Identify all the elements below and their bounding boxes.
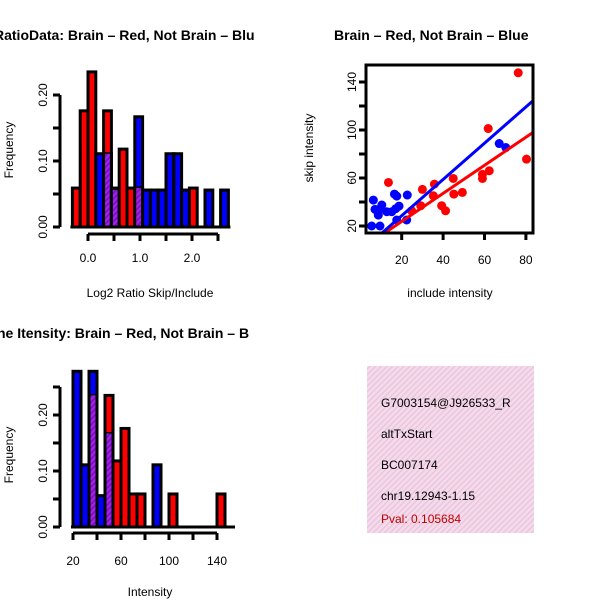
info-line-id: G7003154@J926533_R: [381, 396, 511, 410]
y-tick-label: 140: [345, 72, 359, 92]
blue-point: [392, 191, 402, 201]
x-tick-label: 2.0: [184, 251, 201, 265]
info-line-location: chr19.12943-1.15: [381, 489, 475, 503]
hist1-xlabel: Log2 Ratio Skip/Include: [87, 286, 214, 300]
blue-point: [373, 210, 383, 220]
x-tick-label: 60: [114, 554, 128, 568]
overlap-bar: [106, 433, 112, 526]
scatter-xlabel: include intensity: [407, 286, 492, 300]
overlap-bar: [105, 153, 110, 226]
scatter-plot-area: [367, 68, 533, 233]
red-point: [484, 166, 494, 176]
red-point: [417, 184, 427, 194]
info-line-accession: BC007174: [381, 458, 438, 472]
red-fit-line: [384, 130, 533, 233]
hist1-title: RatioData: Brain – Red, Not Brain – Blu: [0, 27, 255, 43]
y-tick-label: 100: [345, 120, 359, 140]
x-tick-label: 0.0: [80, 251, 97, 265]
overlap-bar: [90, 395, 96, 526]
red-point: [522, 154, 532, 164]
hist1-ylabel: Frequency: [2, 122, 16, 179]
info-box: [367, 366, 534, 533]
red-point: [449, 189, 459, 199]
red-bar: [135, 492, 147, 529]
red-point: [457, 187, 467, 197]
x-tick-label: 1.0: [132, 251, 149, 265]
red-bar: [215, 492, 227, 529]
hist2-title: ne Itensity: Brain – Red, Not Brain – B: [0, 325, 249, 341]
blue-point: [367, 221, 377, 231]
hist2-ylabel: Frequency: [2, 427, 16, 484]
overlap-bar: [112, 190, 118, 226]
red-point: [477, 173, 487, 183]
scatter-title: Brain – Red, Not Brain – Blue: [334, 27, 529, 43]
blue-fit-line: [381, 98, 533, 233]
x-tick-label: 140: [207, 554, 227, 568]
y-tick-label: 0.00: [36, 515, 50, 539]
hist2-xlabel: Intensity: [128, 585, 173, 599]
red-point: [383, 177, 393, 187]
y-tick-label: 60: [345, 171, 359, 185]
blue-point: [402, 190, 412, 200]
y-tick-label: 20: [345, 219, 359, 233]
blue-bar: [151, 463, 163, 529]
y-tick-label: 0.00: [36, 215, 50, 239]
info-pval: Pval: 0.105684: [381, 512, 461, 526]
info-line-type: altTxStart: [381, 427, 433, 441]
red-bar: [187, 186, 199, 229]
x-tick-label: 40: [436, 253, 450, 267]
red-point: [441, 206, 451, 216]
blue-point: [368, 195, 378, 205]
x-tick-label: 60: [478, 253, 492, 267]
x-tick-label: 100: [159, 554, 179, 568]
scatter-ylabel: skip intensity: [302, 114, 316, 183]
x-tick-label: 20: [66, 554, 80, 568]
blue-point: [494, 139, 504, 149]
info-box-clip: G7003154@J926533_R altTxStart BC007174 c…: [381, 396, 511, 526]
blue-point: [391, 204, 401, 214]
red-point: [448, 173, 458, 183]
scatter-frame: [364, 63, 535, 235]
y-tick-label: 0.20: [36, 403, 50, 427]
x-tick-label: 20: [395, 253, 409, 267]
red-bar: [167, 492, 179, 529]
red-point: [483, 124, 493, 134]
blue-point: [375, 221, 385, 231]
y-tick-label: 0.20: [36, 83, 50, 107]
blue-bar: [219, 188, 230, 229]
blue-point: [377, 200, 387, 210]
y-tick-label: 0.10: [36, 459, 50, 483]
overlap-bar: [136, 188, 142, 226]
red-point: [513, 68, 523, 78]
blue-bar: [203, 188, 215, 229]
y-tick-label: 0.10: [36, 149, 50, 173]
x-tick-label: 80: [519, 253, 533, 267]
